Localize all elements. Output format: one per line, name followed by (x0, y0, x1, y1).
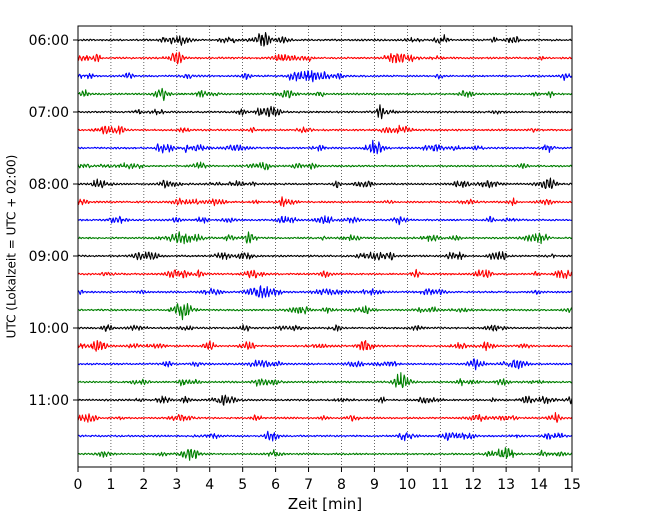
x-tick-label: 12 (464, 477, 482, 493)
x-tick-label: 15 (563, 477, 581, 493)
seismogram-trace (77, 139, 573, 155)
x-axis-ticks: 0 1 2 3 4 5 6 7 8 9 10 11 12 13 14 15 (74, 467, 581, 493)
x-tick-label: 6 (271, 477, 280, 493)
seismogram-trace (77, 358, 573, 371)
x-tick-label: 13 (497, 477, 515, 493)
x-tick-label: 7 (304, 477, 313, 493)
seismogram-trace (77, 51, 573, 65)
x-tick-label: 10 (398, 477, 416, 493)
y-tick-label: 08:00 (29, 177, 69, 193)
x-tick-label: 1 (106, 477, 115, 493)
x-tick-label: 0 (74, 477, 83, 493)
y-axis-label: UTC (Lokalzeit = UTC + 02:00) (5, 155, 19, 339)
x-tick-label: 9 (370, 477, 379, 493)
seismogram-trace (77, 285, 573, 299)
seismogram-trace (77, 161, 573, 171)
seismogram-trace (77, 411, 573, 423)
seismogram-trace (77, 104, 572, 120)
y-tick-label: 06:00 (29, 33, 69, 49)
y-tick-label: 09:00 (29, 249, 69, 265)
seismogram-trace (77, 268, 573, 279)
x-tick-label: 3 (172, 477, 181, 493)
trace-layer (77, 31, 573, 461)
seismogram-trace (77, 324, 573, 332)
y-tick-label: 07:00 (29, 105, 69, 121)
x-tick-label: 14 (530, 477, 548, 493)
seismogram-trace (77, 394, 573, 406)
seismogram-trace (77, 231, 573, 245)
y-tick-label: 11:00 (29, 393, 69, 409)
x-tick-label: 2 (139, 477, 148, 493)
seismogram-trace (77, 372, 573, 389)
x-tick-label: 4 (205, 477, 214, 493)
seismogram-trace (77, 87, 573, 102)
seismogram-trace (77, 177, 573, 190)
seismogram-trace (77, 70, 573, 83)
seismogram-trace (77, 31, 573, 47)
x-tick-label: 8 (337, 477, 346, 493)
seismogram-trace (77, 196, 573, 208)
seismogram-trace (77, 447, 573, 461)
y-tick-label: 10:00 (29, 321, 69, 337)
plot-frame (77, 25, 573, 468)
x-tick-label: 11 (431, 477, 449, 493)
y-axis-ticks: 06:00 07:00 08:00 09:00 10:00 11:00 (29, 33, 78, 409)
seismogram-trace (77, 430, 572, 442)
seismogram-trace (77, 339, 573, 352)
x-tick-label: 5 (238, 477, 247, 493)
x-axis-label: Zeit [min] (288, 495, 362, 513)
seismogram-trace (77, 215, 573, 226)
seismogram-trace (77, 303, 573, 321)
seismogram-trace (77, 251, 573, 261)
seismogram-trace (77, 124, 573, 135)
